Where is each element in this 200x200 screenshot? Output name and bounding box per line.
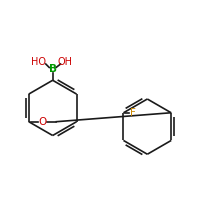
Text: HO: HO — [31, 57, 46, 67]
Text: O: O — [38, 117, 47, 127]
Text: F: F — [130, 108, 136, 118]
Text: B: B — [49, 64, 57, 74]
Text: OH: OH — [58, 57, 73, 67]
